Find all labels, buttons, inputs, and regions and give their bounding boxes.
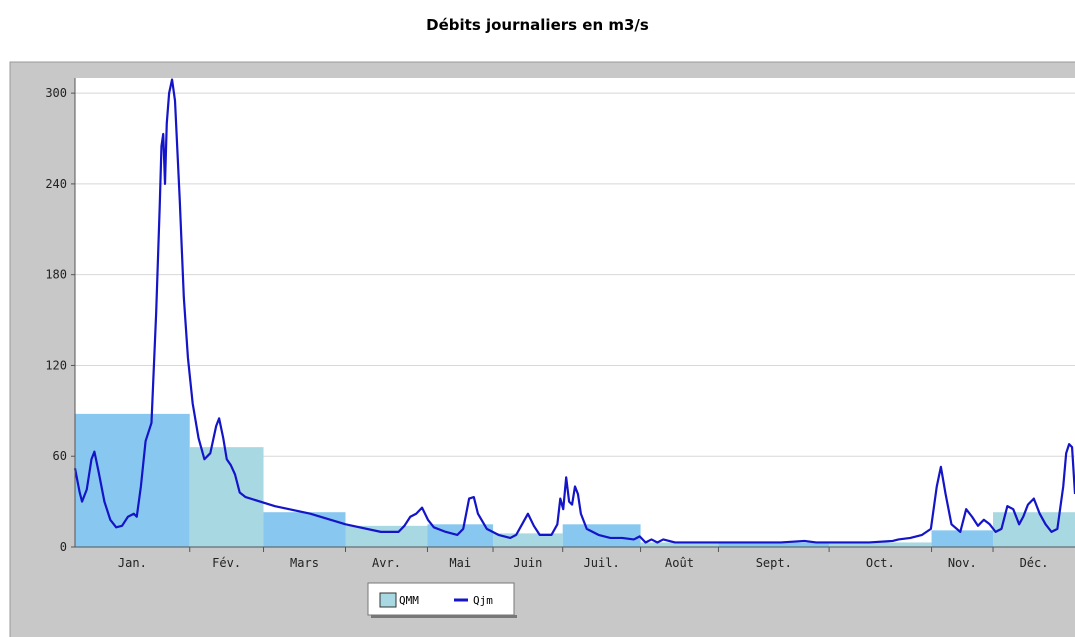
- y-tick-label: 240: [45, 177, 67, 191]
- x-tick-label: Jan.: [118, 556, 147, 570]
- chart-title: Débits journaliers en m3/s: [426, 16, 649, 34]
- qmm-bars: [75, 413, 1075, 547]
- x-tick-label: Juin: [513, 556, 542, 570]
- x-tick-label: Oct.: [866, 556, 895, 570]
- x-tick-label: Août: [665, 556, 694, 570]
- qmm-bar: [640, 542, 719, 547]
- x-tick-label: Fév.: [212, 556, 241, 570]
- y-tick-label: 180: [45, 268, 67, 282]
- qmm-bar: [993, 512, 1075, 547]
- legend-shadow: [371, 615, 517, 618]
- y-tick-label: 120: [45, 358, 67, 372]
- qmm-bar: [345, 525, 428, 547]
- x-tick-label: Nov.: [948, 556, 977, 570]
- qmm-bar: [75, 413, 190, 547]
- x-tick-label: Mars: [290, 556, 319, 570]
- qmm-bar: [427, 524, 494, 547]
- y-tick-label: 300: [45, 86, 67, 100]
- qjm-line-layer: [73, 78, 1075, 544]
- legend-swatch-qmm: [379, 592, 397, 608]
- y-tick-label: 60: [53, 449, 67, 463]
- qmm-bar: [829, 542, 932, 547]
- x-tick-label: Sept.: [756, 556, 792, 570]
- x-tick-label: Mai: [449, 556, 471, 570]
- legend-label-qmm: QMM: [399, 594, 419, 607]
- legend-label-qjm: Qjm: [473, 594, 493, 607]
- x-tick-label: Déc.: [1020, 556, 1049, 570]
- qmm-bar: [263, 512, 346, 547]
- qmm-bar: [718, 542, 830, 547]
- qmm-bar: [189, 447, 264, 547]
- x-tick-label: Avr.: [372, 556, 401, 570]
- qjm-line: [73, 78, 1075, 544]
- qmm-bar: [931, 530, 994, 547]
- legend: QMM Qjm: [367, 582, 517, 618]
- axes: 0 60 120 180 240 300 Jan. Fév. Mars Avr. Mai Juin Ju…: [45, 78, 1075, 570]
- x-tick-label: Juil.: [584, 556, 620, 570]
- y-tick-label: 0: [60, 540, 67, 554]
